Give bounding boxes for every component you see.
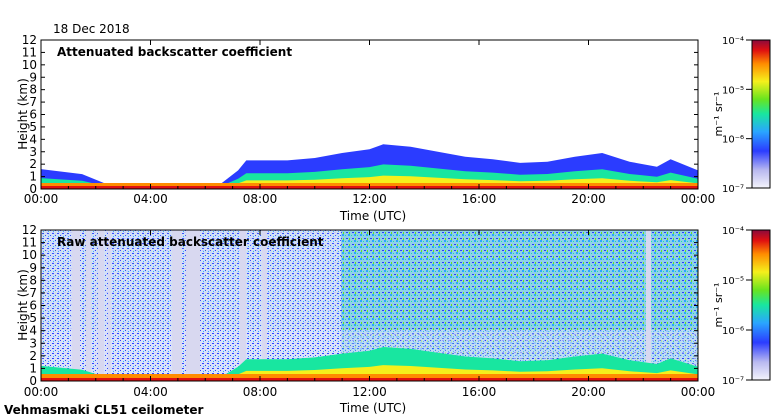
top-panel: Attenuated backscatter coefficient 01234… [16, 33, 771, 223]
top-x-tick-label: 12:00 [352, 192, 387, 206]
bottom-y-tick-label: 12 [22, 223, 37, 237]
bottom-panel-title: Raw attenuated backscatter coefficient [57, 235, 324, 249]
top-colorbar-label: m⁻¹ sr⁻¹ [712, 92, 725, 137]
bottom-y-tick-label: 0 [29, 374, 37, 388]
bottom-x-tick-label: 12:00 [352, 385, 387, 399]
bottom-y-tick-label: 11 [22, 236, 37, 250]
bottom-y-tick-label: 5 [29, 311, 37, 325]
top-y-tick-label: 6 [29, 108, 37, 122]
bottom-x-tick-label: 00:00 [24, 385, 59, 399]
bottom-colorbar [751, 229, 771, 381]
bottom-heatmap [41, 230, 698, 381]
top-colorbar-tick-label: 10⁻⁷ [722, 184, 744, 195]
top-x-tick-label: 00:00 [681, 192, 716, 206]
bottom-y-tick-label: 7 [29, 286, 37, 300]
bottom-y-tick-label: 3 [29, 336, 37, 350]
top-y-tick-label: 8 [29, 83, 37, 97]
top-heatmap [41, 40, 698, 189]
top-y-tick-label: 12 [22, 33, 37, 47]
top-y-tick-label: 7 [29, 95, 37, 109]
top-colorbar-tick-label: 10⁻⁵ [722, 85, 744, 96]
bottom-x-tick-label: 08:00 [243, 385, 278, 399]
top-y-tick-label: 3 [29, 145, 37, 159]
bottom-y-tick-label: 4 [29, 324, 37, 338]
top-y-tick-label: 1 [29, 170, 37, 184]
top-x-tick-label: 08:00 [243, 192, 278, 206]
bottom-colorbar-label: m⁻¹ sr⁻¹ [712, 283, 725, 328]
top-y-tick-label: 9 [29, 70, 37, 84]
top-y-tick-label: 5 [29, 120, 37, 134]
bottom-x-tick-label: 16:00 [462, 385, 497, 399]
top-colorbar-tick-label: 10⁻⁴ [722, 36, 744, 47]
top-x-tick-label: 20:00 [571, 192, 606, 206]
bottom-x-tick-label: 00:00 [681, 385, 716, 399]
bottom-y-tick-label: 10 [22, 248, 37, 262]
top-y-tick-label: 0 [29, 182, 37, 196]
top-x-tick-label: 00:00 [24, 192, 59, 206]
bottom-y-tick-label: 2 [29, 349, 37, 363]
figure-date: 18 Dec 2018 [53, 22, 130, 36]
bottom-x-tick-label: 20:00 [571, 385, 606, 399]
bottom-y-tick-label: 1 [29, 361, 37, 375]
top-y-axis-label: Height (km) [16, 78, 30, 149]
bottom-colorbar-ticks: 10⁻⁴ 10⁻⁵ 10⁻⁶ 10⁻⁷ [722, 226, 752, 387]
top-y-tick-label: 4 [29, 132, 37, 146]
top-x-axis: 00:00 04:00 08:00 12:00 16:00 20:00 00:00 [24, 40, 716, 206]
top-colorbar-ticks: 10⁻⁴ 10⁻⁵ 10⁻⁶ 10⁻⁷ [722, 36, 752, 195]
bottom-y-tick-label: 9 [29, 261, 37, 275]
bottom-y-tick-label: 6 [29, 299, 37, 313]
bottom-colorbar-tick-label: 10⁻⁶ [722, 326, 744, 337]
bottom-panel: Raw attenuated backscatter coefficient 0… [16, 223, 771, 415]
top-x-tick-label: 04:00 [133, 192, 168, 206]
top-x-axis-label: Time (UTC) [339, 209, 406, 223]
bottom-colorbar-tick-label: 10⁻⁴ [722, 226, 744, 237]
bottom-x-tick-label: 04:00 [133, 385, 168, 399]
bottom-y-axis-label: Height (km) [16, 269, 30, 340]
top-y-tick-label: 2 [29, 157, 37, 171]
top-colorbar [751, 39, 771, 189]
bottom-x-axis-label: Time (UTC) [339, 401, 406, 415]
bottom-y-tick-label: 8 [29, 273, 37, 287]
bottom-x-axis: 00:00 04:00 08:00 12:00 16:00 20:00 00:00 [24, 230, 716, 399]
bottom-colorbar-tick-label: 10⁻⁵ [722, 276, 744, 287]
top-colorbar-tick-label: 10⁻⁶ [722, 135, 744, 146]
instrument-name: Vehmasmaki CL51 ceilometer [4, 403, 204, 417]
bottom-clear-stripes [72, 230, 651, 381]
top-panel-title: Attenuated backscatter coefficient [57, 45, 292, 59]
bottom-colorbar-tick-label: 10⁻⁷ [722, 376, 744, 387]
top-y-tick-label: 10 [22, 58, 37, 72]
top-y-tick-label: 11 [22, 45, 37, 59]
top-x-tick-label: 16:00 [462, 192, 497, 206]
